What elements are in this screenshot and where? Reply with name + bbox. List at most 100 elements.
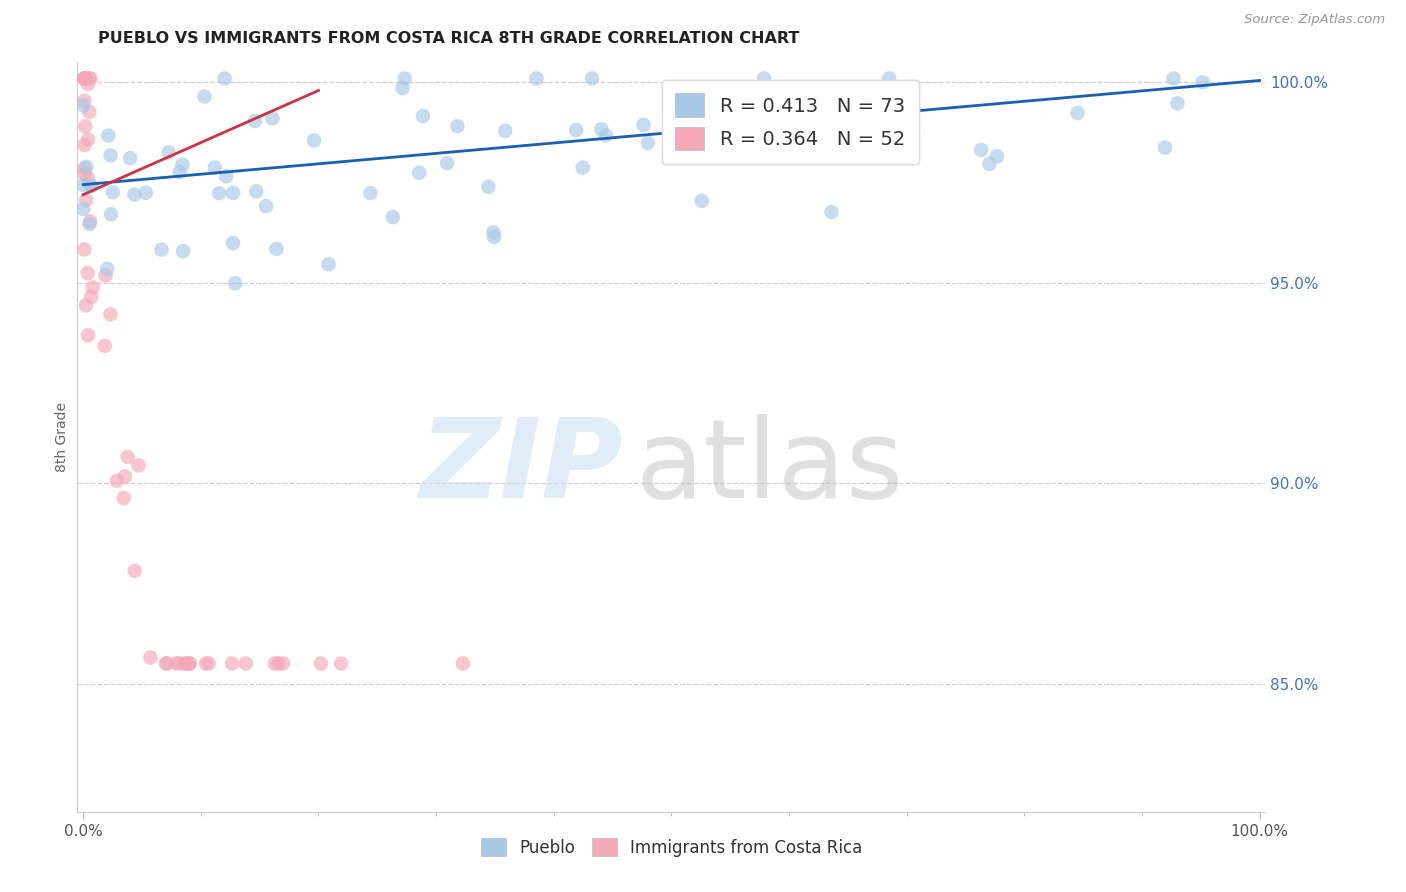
Point [79,217,101,231]
Point [100,148,122,162]
Point [1167,96,1189,111]
Point [101,186,124,200]
Point [595,128,617,143]
Point [986,149,1008,163]
Point [127,458,149,473]
Point [97,128,120,143]
Point [114,469,136,483]
Point [150,243,173,257]
Point [271,657,294,671]
Point [73,167,96,181]
Point [76,170,98,185]
Point [572,161,595,175]
Point [124,187,146,202]
Point [204,161,226,175]
Point [901,125,924,139]
Point [262,112,284,126]
Point [820,205,842,219]
Point [179,657,201,671]
Point [309,657,332,671]
Point [165,657,187,671]
Point [494,124,516,138]
Point [100,207,122,221]
Point [741,125,763,139]
Point [139,650,162,665]
Point [135,186,157,200]
Point [637,136,659,150]
Point [633,118,655,132]
Point [451,657,474,671]
Point [721,98,744,112]
Point [195,657,218,671]
Point [155,657,177,671]
Point [222,186,245,200]
Point [359,186,381,200]
Point [482,226,505,240]
Point [591,122,613,136]
Point [75,120,97,134]
Point [179,657,201,671]
Point [267,657,290,671]
Point [75,193,97,207]
Text: PUEBLO VS IMMIGRANTS FROM COSTA RICA 8TH GRADE CORRELATION CHART: PUEBLO VS IMMIGRANTS FROM COSTA RICA 8TH… [98,31,800,46]
Point [970,143,993,157]
Point [117,450,139,464]
Point [222,236,245,251]
Point [1163,71,1185,86]
Point [690,194,713,208]
Point [76,160,98,174]
Point [979,157,1001,171]
Point [124,564,146,578]
Point [174,657,197,671]
Point [76,266,98,280]
Point [100,307,122,321]
Point [82,280,104,294]
Point [96,261,118,276]
Point [72,202,94,216]
Point [1154,140,1177,154]
Point [172,158,194,172]
Point [752,71,775,86]
Point [80,290,103,304]
Point [208,186,231,201]
Point [79,71,101,86]
Point [73,71,96,86]
Point [120,151,142,165]
Point [155,657,177,671]
Point [80,178,103,193]
Point [245,185,267,199]
Point [394,71,416,86]
Point [112,491,135,505]
Point [157,145,180,160]
Point [263,657,285,671]
Point [581,71,603,86]
Point [72,98,94,112]
Point [73,138,96,153]
Point [93,339,115,353]
Point [224,277,246,291]
Point [412,109,434,123]
Y-axis label: 8th Grade: 8th Grade [55,402,69,472]
Point [330,657,353,671]
Point [197,657,219,671]
Text: atlas: atlas [636,414,904,521]
Point [79,104,101,119]
Point [381,210,404,224]
Point [756,136,779,151]
Point [73,243,96,257]
Point [79,214,101,228]
Point [436,156,458,170]
Point [172,244,194,259]
Point [73,94,96,108]
Point [75,71,97,86]
Point [72,178,94,192]
Point [77,328,100,343]
Text: Source: ZipAtlas.com: Source: ZipAtlas.com [1244,13,1385,27]
Point [235,657,257,671]
Legend: Pueblo, Immigrants from Costa Rica: Pueblo, Immigrants from Costa Rica [474,832,869,863]
Point [77,132,100,146]
Point [73,71,96,86]
Point [75,298,97,312]
Point [173,657,195,671]
Point [193,89,215,103]
